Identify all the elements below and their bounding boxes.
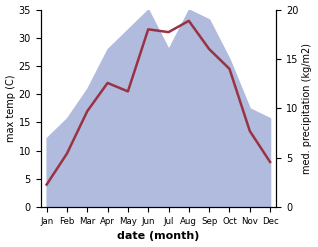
Y-axis label: max temp (C): max temp (C) [5,75,16,142]
X-axis label: date (month): date (month) [117,231,200,242]
Y-axis label: med. precipitation (kg/m2): med. precipitation (kg/m2) [302,43,313,174]
